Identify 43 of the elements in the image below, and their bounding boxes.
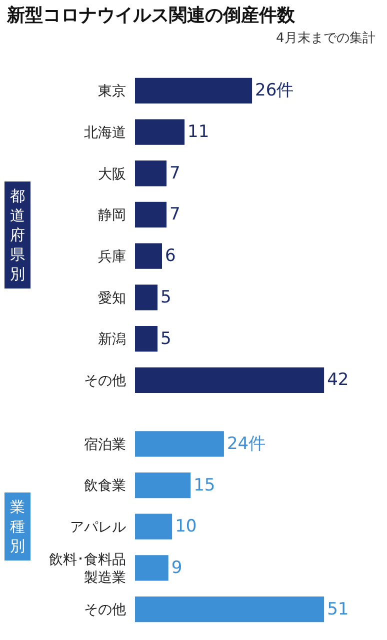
data-label: 5 bbox=[160, 287, 172, 308]
y-tick-label: 北海道 bbox=[84, 124, 126, 141]
chart-title: 新型コロナウイルス関連の倒産件数 bbox=[6, 5, 296, 26]
data-label: 24件 bbox=[226, 434, 266, 454]
bar bbox=[135, 326, 158, 352]
y-tick-label: 兵庫 bbox=[98, 248, 126, 265]
data-label: 15 bbox=[194, 475, 216, 496]
data-label: 26件 bbox=[255, 80, 294, 101]
bar bbox=[135, 78, 252, 104]
data-label: 5 bbox=[160, 328, 172, 349]
y-tick-label: 愛知 bbox=[98, 290, 126, 306]
data-label: 10 bbox=[175, 516, 197, 537]
bar bbox=[135, 514, 172, 540]
y-tick-label: アパレル bbox=[70, 520, 126, 536]
data-label: 7 bbox=[170, 163, 180, 184]
bar bbox=[135, 243, 162, 269]
y-tick-label: 飲料･食料品製造業 bbox=[49, 552, 126, 586]
y-axis-title: 業種別 bbox=[10, 498, 25, 555]
bar bbox=[135, 119, 185, 145]
bar bbox=[135, 367, 324, 393]
y-tick-label: 新潟 bbox=[98, 332, 126, 348]
bar bbox=[135, 472, 191, 498]
data-label: 9 bbox=[171, 558, 182, 578]
y-tick-label: 静岡 bbox=[98, 208, 126, 224]
data-label: 42 bbox=[327, 370, 349, 390]
y-tick-label: その他 bbox=[84, 602, 126, 618]
y-tick-label: 東京 bbox=[98, 84, 126, 100]
y-tick-label: 宿泊業 bbox=[84, 436, 126, 453]
bar bbox=[135, 555, 168, 581]
bar bbox=[135, 284, 158, 310]
data-label: 7 bbox=[170, 204, 180, 225]
data-label: 6 bbox=[165, 246, 176, 266]
bar bbox=[135, 160, 167, 186]
bar bbox=[135, 202, 167, 228]
chart-subtitle: 4月末までの集計 bbox=[276, 31, 376, 46]
y-tick-label: その他 bbox=[84, 373, 126, 390]
bar bbox=[135, 596, 324, 622]
bar bbox=[135, 431, 224, 457]
y-tick-label: 大阪 bbox=[98, 166, 126, 182]
data-label: 11 bbox=[188, 122, 210, 142]
y-tick-label: 飲食業 bbox=[84, 478, 126, 494]
y-axis-title: 都道府県別 bbox=[10, 187, 25, 283]
data-label: 51 bbox=[327, 599, 349, 620]
